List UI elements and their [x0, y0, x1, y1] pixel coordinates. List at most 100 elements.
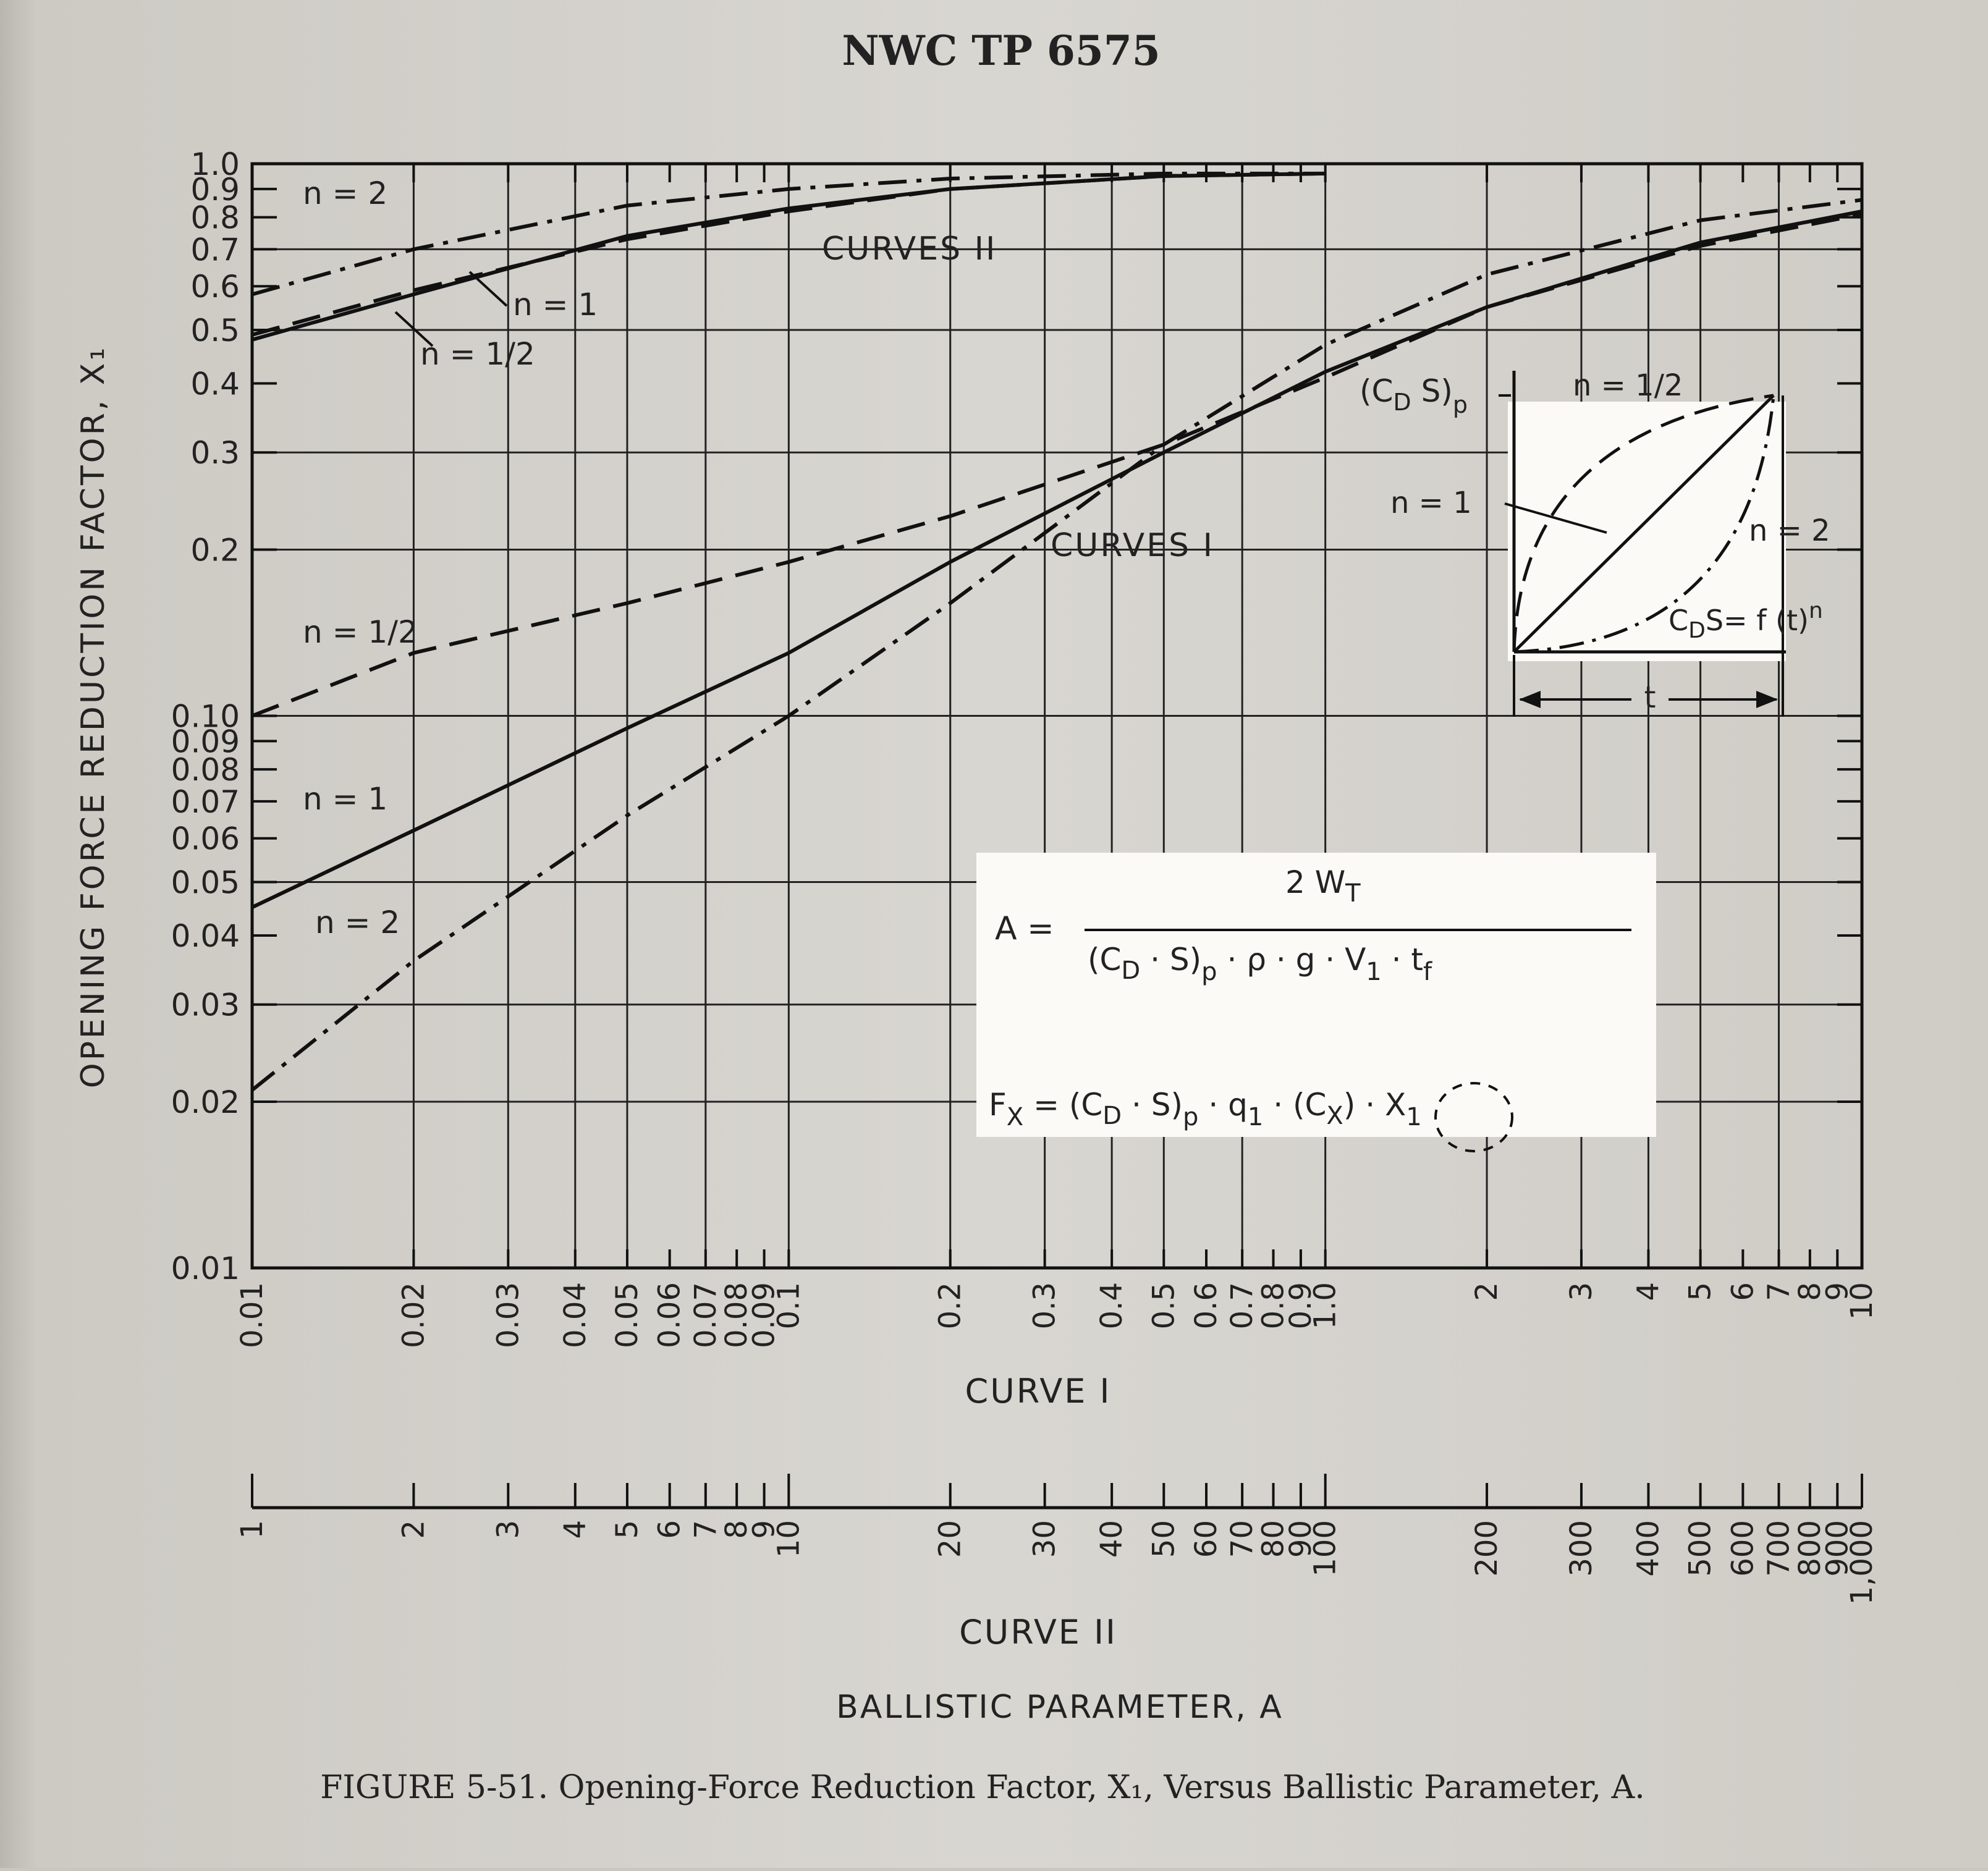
equation-fx: FX = (CD · S)p · q1 · (CX) · X1: [989, 1087, 1422, 1131]
x-tick-label: 0.09: [747, 1282, 782, 1348]
x-ii-tick-label: 60: [1189, 1520, 1224, 1558]
cds-opening-inset: t (CD S)p n = 1/2 n = 1 n = 2 CDS= f (t)…: [1360, 368, 1830, 717]
series-line: [251, 209, 1863, 910]
x-tick-label: 0.07: [688, 1282, 723, 1348]
x-tick-label: 4: [1631, 1282, 1665, 1301]
inset-t-label: t: [1644, 680, 1656, 715]
x-tick-label: 0.05: [610, 1282, 645, 1348]
x-axis-curve-i-ticks: 0.01 0.02 0.03 0.04 0.05 0.06 0.070.080.090.1 0…: [235, 164, 1879, 1348]
series-line: [252, 171, 1326, 342]
inset-n-half-curve: [1512, 394, 1774, 653]
y-axis-ticks: 0.01 0.02 0.03 0.04 0.05 0.060.070.080.090.10…: [171, 146, 1862, 1286]
x-tick-label: 0.04: [558, 1282, 593, 1348]
x-tick-label: 0.1: [771, 1282, 806, 1329]
x-tick-label: 1.0: [1308, 1282, 1343, 1329]
y-tick-label: 0.4: [190, 366, 240, 402]
y-axis-label: OPENING FORCE REDUCTION FACTOR, X₁: [75, 345, 112, 1088]
x-ii-tick-label: 100: [1308, 1520, 1343, 1577]
y-tick-label: 0.9: [190, 172, 240, 208]
x-ii-tick-label: 30: [1028, 1520, 1062, 1558]
x-tick-label: 0.02: [396, 1282, 431, 1348]
inset-n-two-label: n = 2: [1749, 513, 1830, 548]
x-tick-label: 0.6: [1189, 1282, 1224, 1329]
y-tick-label: 0.09: [171, 724, 240, 759]
x-ii-tick-label: 7: [688, 1520, 723, 1539]
x-ii-tick-label: 90: [1284, 1520, 1318, 1558]
x-axis-label: BALLISTIC PARAMETER, A: [836, 1689, 1284, 1726]
y-tick-label: 0.3: [190, 435, 240, 471]
x-ii-tick-label: 200: [1470, 1520, 1504, 1577]
x-tick-label: 7: [1761, 1282, 1796, 1301]
x-tick-label: 0.08: [719, 1282, 754, 1348]
curve-label: n = 2: [315, 905, 400, 940]
x-tick-label: 3: [1564, 1282, 1599, 1301]
x-ii-tick-label: 300: [1564, 1520, 1599, 1577]
inset-n-one-label: n = 1: [1390, 486, 1472, 520]
curve-ii-axis-label: CURVE II: [959, 1613, 1117, 1652]
x-ii-tick-label: 800: [1793, 1520, 1827, 1577]
curve-label: n = 2: [303, 175, 387, 211]
x-ii-tick-label: 6: [653, 1520, 687, 1539]
x-tick-label: 0.06: [653, 1282, 687, 1348]
x-ii-tick-label: 600: [1725, 1520, 1760, 1577]
inset-cds-formula: CDS= f (t)n: [1669, 598, 1823, 643]
curve-label: n = 1/2: [303, 614, 418, 650]
x-ii-tick-label: 3: [491, 1520, 525, 1539]
inset-n-half-label: n = 1/2: [1573, 368, 1683, 403]
x-tick-label: 10: [1845, 1282, 1879, 1320]
curve-label: n = 1/2: [420, 336, 535, 372]
x-tick-label: 0.01: [235, 1282, 269, 1348]
x-ii-tick-label: 8: [719, 1520, 754, 1539]
x-tick-label: 0.7: [1225, 1282, 1259, 1329]
x-ii-tick-label: 20: [933, 1520, 968, 1558]
curve-label-pointer: [468, 271, 508, 307]
inset-n-one-line: [1513, 394, 1775, 653]
x-ii-tick-label: 9: [747, 1520, 782, 1539]
x-ii-tick-label: 50: [1146, 1520, 1181, 1558]
x-tick-label: 0.8: [1256, 1282, 1291, 1329]
y-tick-label: 0.04: [171, 918, 240, 954]
x-tick-label: 9: [1820, 1282, 1855, 1301]
x-ii-tick-label: 5: [610, 1520, 645, 1539]
x-tick-label: 6: [1725, 1282, 1760, 1301]
series-line: [252, 171, 1326, 297]
curve-label: n = 1: [513, 287, 598, 323]
x-tick-label: 0.5: [1146, 1282, 1181, 1329]
x-tick-label: 0.9: [1284, 1282, 1318, 1329]
y-tick-label: 0.6: [190, 269, 240, 305]
figure-caption: FIGURE 5-51. Opening-Force Reduction Fac…: [320, 1769, 1645, 1806]
equations: 2 WT A = (CD · S)p · ρ · g · V1 · tf FX …: [976, 853, 1656, 1152]
x-tick-label: 0.03: [491, 1282, 525, 1348]
x-ii-tick-label: 1: [235, 1520, 269, 1539]
y-tick-label: 0.05: [171, 864, 240, 900]
x-tick-label: 0.3: [1028, 1282, 1062, 1329]
x-tick-label: 2: [1470, 1282, 1504, 1301]
y-tick-label: 0.10: [171, 699, 240, 735]
cx-dashed-circle: [1434, 1082, 1513, 1152]
x-ii-tick-label: 40: [1094, 1520, 1129, 1558]
y-tick-label: 0.03: [171, 987, 240, 1023]
series-line: [251, 198, 1863, 1092]
curves: [251, 171, 1863, 1092]
y-tick-label: 1.0: [190, 146, 240, 182]
inset-cds-p-label: (CD S)p: [1360, 373, 1468, 418]
report-header: NWC TP 6575: [842, 27, 1160, 75]
curve-labels: n = 2 n = 1 n = 1/2 n = 1/2 n = 1 n = 2 CURVES…: [303, 175, 1214, 940]
y-tick-label: 0.8: [190, 200, 240, 236]
y-tick-label: 0.01: [171, 1251, 240, 1286]
x-tick-label: 0.2: [933, 1282, 968, 1329]
equation-a-lhs: A =: [995, 910, 1054, 947]
x-ii-tick-label: 900: [1820, 1520, 1855, 1577]
x-tick-label: 0.4: [1094, 1282, 1129, 1329]
y-tick-label: 0.5: [190, 313, 240, 348]
x-ii-tick-label: 500: [1683, 1520, 1718, 1577]
equation-a-denominator: (CD · S)p · ρ · g · V1 · tf: [1088, 942, 1432, 986]
x-ii-tick-label: 400: [1631, 1520, 1665, 1577]
x-tick-label: 5: [1683, 1282, 1718, 1301]
x-ii-tick-label: 1,000: [1845, 1520, 1879, 1605]
inset-n-one-pointer: [1504, 502, 1607, 534]
curves-i-annotation: CURVES I: [1051, 527, 1214, 564]
